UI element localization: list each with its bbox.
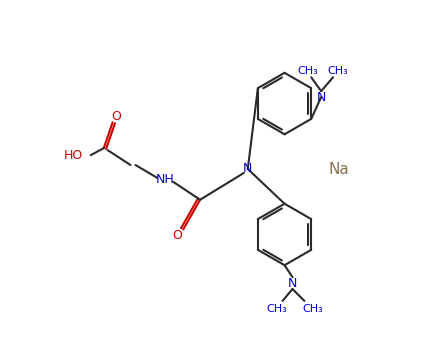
Text: CH₃: CH₃ <box>302 304 323 314</box>
Text: CH₃: CH₃ <box>328 66 348 76</box>
Text: O: O <box>172 229 182 242</box>
Text: N: N <box>243 163 253 175</box>
Text: NH: NH <box>156 173 175 187</box>
Text: CH₃: CH₃ <box>266 304 287 314</box>
Text: HO: HO <box>63 149 83 162</box>
Text: N: N <box>316 91 326 103</box>
Text: O: O <box>112 110 122 123</box>
Text: N: N <box>288 276 297 290</box>
Text: CH₃: CH₃ <box>298 66 318 76</box>
Text: Na: Na <box>329 162 350 176</box>
